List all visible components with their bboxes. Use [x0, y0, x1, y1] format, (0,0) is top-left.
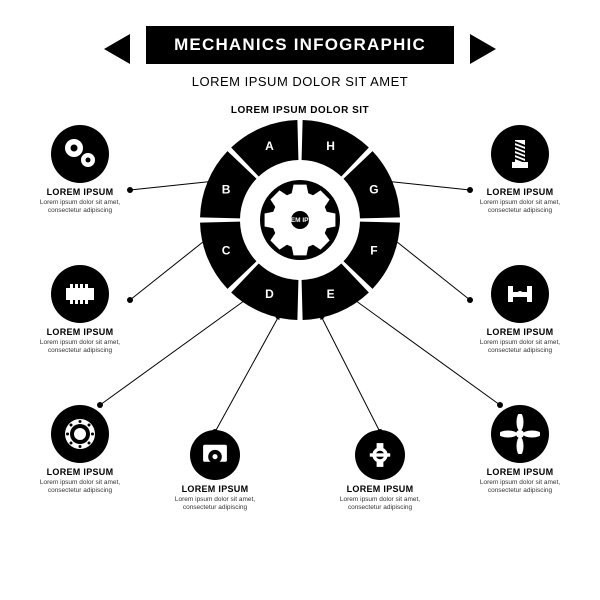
- chart-segment-letter: B: [222, 182, 231, 196]
- chart-segment-letter: F: [370, 244, 377, 258]
- gears-icon: [51, 125, 109, 183]
- radial-chart: LOREM IPSUM DOLOR SIT ABCDEFGH LOREM IPS…: [195, 115, 405, 325]
- fan-icon: [491, 405, 549, 463]
- item-desc: Lorem ipsum dolor sit amet, consectetur …: [30, 339, 130, 355]
- item-desc: Lorem ipsum dolor sit amet, consectetur …: [30, 199, 130, 215]
- chart-segment-letter: H: [326, 139, 335, 153]
- item-title: LOREM IPSUM: [30, 327, 130, 337]
- chart-segment-letter: D: [265, 287, 274, 301]
- item-title: LOREM IPSUM: [165, 484, 265, 494]
- worm-icon: [491, 125, 549, 183]
- page-title: MECHANICS INFOGRAPHIC: [146, 26, 454, 64]
- item-b: LOREM IPSUM Lorem ipsum dolor sit amet, c…: [30, 265, 130, 355]
- chart-segment-letter: A: [265, 139, 274, 153]
- chart-segment-letter: G: [369, 182, 378, 196]
- item-title: LOREM IPSUM: [470, 327, 570, 337]
- item-h: LOREM IPSUM Lorem ipsum dolor sit amet, c…: [470, 125, 570, 215]
- item-a: LOREM IPSUM Lorem ipsum dolor sit amet, c…: [30, 125, 130, 215]
- radial-chart-svg: A B C D E F G H LOREM IPSUM: [195, 115, 405, 325]
- item-title: LOREM IPSUM: [470, 467, 570, 477]
- item-e: LOREM IPSUM Lorem ipsum dolor sit amet, c…: [330, 430, 430, 512]
- item-title: LOREM IPSUM: [30, 467, 130, 477]
- center-cog-icon: LOREM IPSUM: [260, 180, 340, 260]
- title-ribbon: MECHANICS INFOGRAPHIC: [110, 24, 490, 66]
- item-desc: Lorem ipsum dolor sit amet, consectetur …: [330, 496, 430, 512]
- shaft-icon: [51, 265, 109, 323]
- chart-segment-letter: E: [327, 287, 335, 301]
- chart-center-label: LOREM IPSUM: [277, 217, 323, 224]
- gearwin-icon: [190, 430, 240, 480]
- item-desc: Lorem ipsum dolor sit amet, consectetur …: [30, 479, 130, 495]
- ribbon-tail-right: [470, 34, 496, 64]
- ribbon-tail-left: [104, 34, 130, 64]
- item-desc: Lorem ipsum dolor sit amet, consectetur …: [470, 339, 570, 355]
- item-title: LOREM IPSUM: [470, 187, 570, 197]
- item-desc: Lorem ipsum dolor sit amet, consectetur …: [470, 479, 570, 495]
- crank-icon: [491, 265, 549, 323]
- page-subtitle: LOREM IPSUM DOLOR SIT AMET: [0, 74, 600, 89]
- item-d: LOREM IPSUM Lorem ipsum dolor sit amet, c…: [165, 430, 265, 512]
- chart-segment-letter: C: [222, 244, 231, 258]
- chart-title: LOREM IPSUM DOLOR SIT: [195, 105, 405, 116]
- item-desc: Lorem ipsum dolor sit amet, consectetur …: [165, 496, 265, 512]
- item-f: LOREM IPSUM Lorem ipsum dolor sit amet, c…: [470, 405, 570, 495]
- item-desc: Lorem ipsum dolor sit amet, consectetur …: [470, 199, 570, 215]
- item-g: LOREM IPSUM Lorem ipsum dolor sit amet, c…: [470, 265, 570, 355]
- bearing-icon: [51, 405, 109, 463]
- item-title: LOREM IPSUM: [330, 484, 430, 494]
- item-c: LOREM IPSUM Lorem ipsum dolor sit amet, c…: [30, 405, 130, 495]
- valve-icon: [355, 430, 405, 480]
- item-title: LOREM IPSUM: [30, 187, 130, 197]
